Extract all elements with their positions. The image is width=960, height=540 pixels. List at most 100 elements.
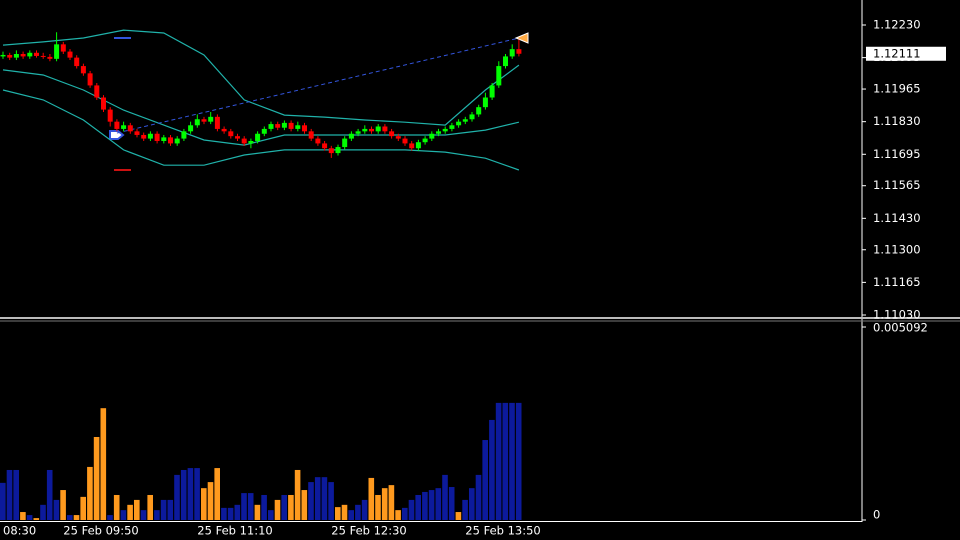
histogram-bar: [435, 488, 442, 520]
histogram-bar: [67, 515, 73, 520]
histogram-bar: [509, 402, 515, 520]
candle-body: [7, 54, 13, 58]
histogram-bar: [234, 504, 241, 520]
histogram-bar: [274, 499, 281, 520]
candle-body: [74, 57, 80, 67]
candle-body: [161, 137, 167, 141]
candle-body: [47, 56, 53, 59]
candle-body: [328, 148, 334, 154]
histogram-bar: [482, 440, 488, 520]
histogram-bar: [301, 490, 308, 520]
histogram-bar: [261, 494, 267, 520]
entry-arrow: [109, 130, 125, 140]
candle-body: [503, 56, 508, 67]
price-box: [866, 46, 946, 61]
candle-body: [168, 137, 173, 144]
histogram-bar: [348, 510, 354, 520]
candle-body: [208, 116, 214, 122]
histogram-bar: [134, 499, 140, 520]
histogram-bar: [107, 515, 113, 520]
histogram-bar: [46, 469, 53, 520]
candle-body: [302, 125, 307, 132]
histogram-bar: [515, 402, 522, 520]
candle-body: [395, 136, 401, 139]
candle-body: [107, 109, 113, 122]
histogram-bar: [355, 504, 361, 520]
candle-body: [214, 116, 220, 129]
candle-body: [40, 55, 46, 57]
candle-body: [516, 49, 522, 54]
candle-body: [456, 121, 462, 126]
histogram-bar: [341, 504, 348, 520]
candle-body: [288, 122, 294, 129]
histogram-bar: [375, 494, 381, 520]
histogram-bar: [221, 507, 227, 520]
band-upper: [2, 29, 520, 126]
histogram-bar: [422, 491, 428, 520]
y-tick-label: 1.11030: [873, 308, 921, 322]
histogram-bar: [281, 494, 287, 520]
histogram-bar: [475, 474, 482, 520]
histogram-bar: [80, 496, 86, 520]
candle-body: [80, 66, 86, 74]
histogram-bar: [167, 499, 174, 520]
candle-body: [174, 138, 180, 144]
histogram-bar: [13, 469, 19, 520]
histogram-bar: [388, 485, 395, 520]
candle-body: [60, 44, 66, 52]
x-tick-label: 08:30: [3, 524, 36, 538]
y-tick-label: 1.11565: [873, 178, 921, 192]
exit-marker: [514, 32, 529, 44]
candle-body: [382, 126, 388, 132]
candle-body: [355, 131, 361, 134]
candle-body: [389, 131, 395, 137]
histogram-bar: [180, 469, 187, 520]
candle-body: [436, 131, 441, 134]
histogram-bar: [33, 518, 40, 520]
histogram-bar: [495, 402, 502, 520]
histogram-bar: [469, 488, 475, 520]
histogram-bar: [308, 482, 314, 520]
histogram-bar: [268, 510, 274, 520]
candle-body: [34, 52, 39, 56]
histogram-bar: [328, 482, 334, 520]
plot-layer: 1.122301.120951.119651.118301.116951.115…: [0, 18, 946, 538]
candle-body: [127, 125, 133, 132]
histogram-bar: [20, 512, 26, 520]
x-tick-label: 25 Feb 12:30: [331, 524, 406, 538]
candle-body: [20, 54, 26, 57]
candle-body: [496, 66, 502, 86]
candle-body: [235, 136, 240, 139]
histogram-bar: [254, 504, 261, 520]
histogram-bar: [368, 477, 375, 520]
candle-body: [342, 138, 348, 148]
histogram-bar: [314, 477, 321, 520]
candle-body: [348, 133, 354, 139]
candle-body: [188, 125, 194, 132]
histogram-bar: [0, 482, 6, 520]
candle-body: [469, 114, 475, 120]
candle-body: [369, 128, 374, 132]
candle-body: [221, 128, 227, 132]
histogram-bar: [489, 419, 495, 520]
histogram-bar: [395, 510, 401, 520]
candle-body: [308, 131, 314, 139]
histogram-bar: [428, 490, 435, 520]
candle-body: [248, 141, 254, 144]
candle-body: [121, 125, 127, 129]
histogram-bar: [361, 499, 368, 520]
histogram-bar: [147, 494, 153, 520]
candle-body: [101, 97, 106, 110]
candle-body: [114, 121, 120, 129]
candle-body: [13, 54, 19, 58]
candle-body: [462, 119, 468, 122]
histogram-bar: [160, 499, 167, 520]
y-tick-label: 1.11830: [873, 114, 921, 128]
candle-body: [201, 119, 207, 122]
histogram-bar: [93, 436, 100, 520]
candle-body: [482, 97, 488, 108]
x-tick-label: 25 Feb 13:50: [465, 524, 540, 538]
y-tick-label: 1.11965: [873, 82, 921, 96]
